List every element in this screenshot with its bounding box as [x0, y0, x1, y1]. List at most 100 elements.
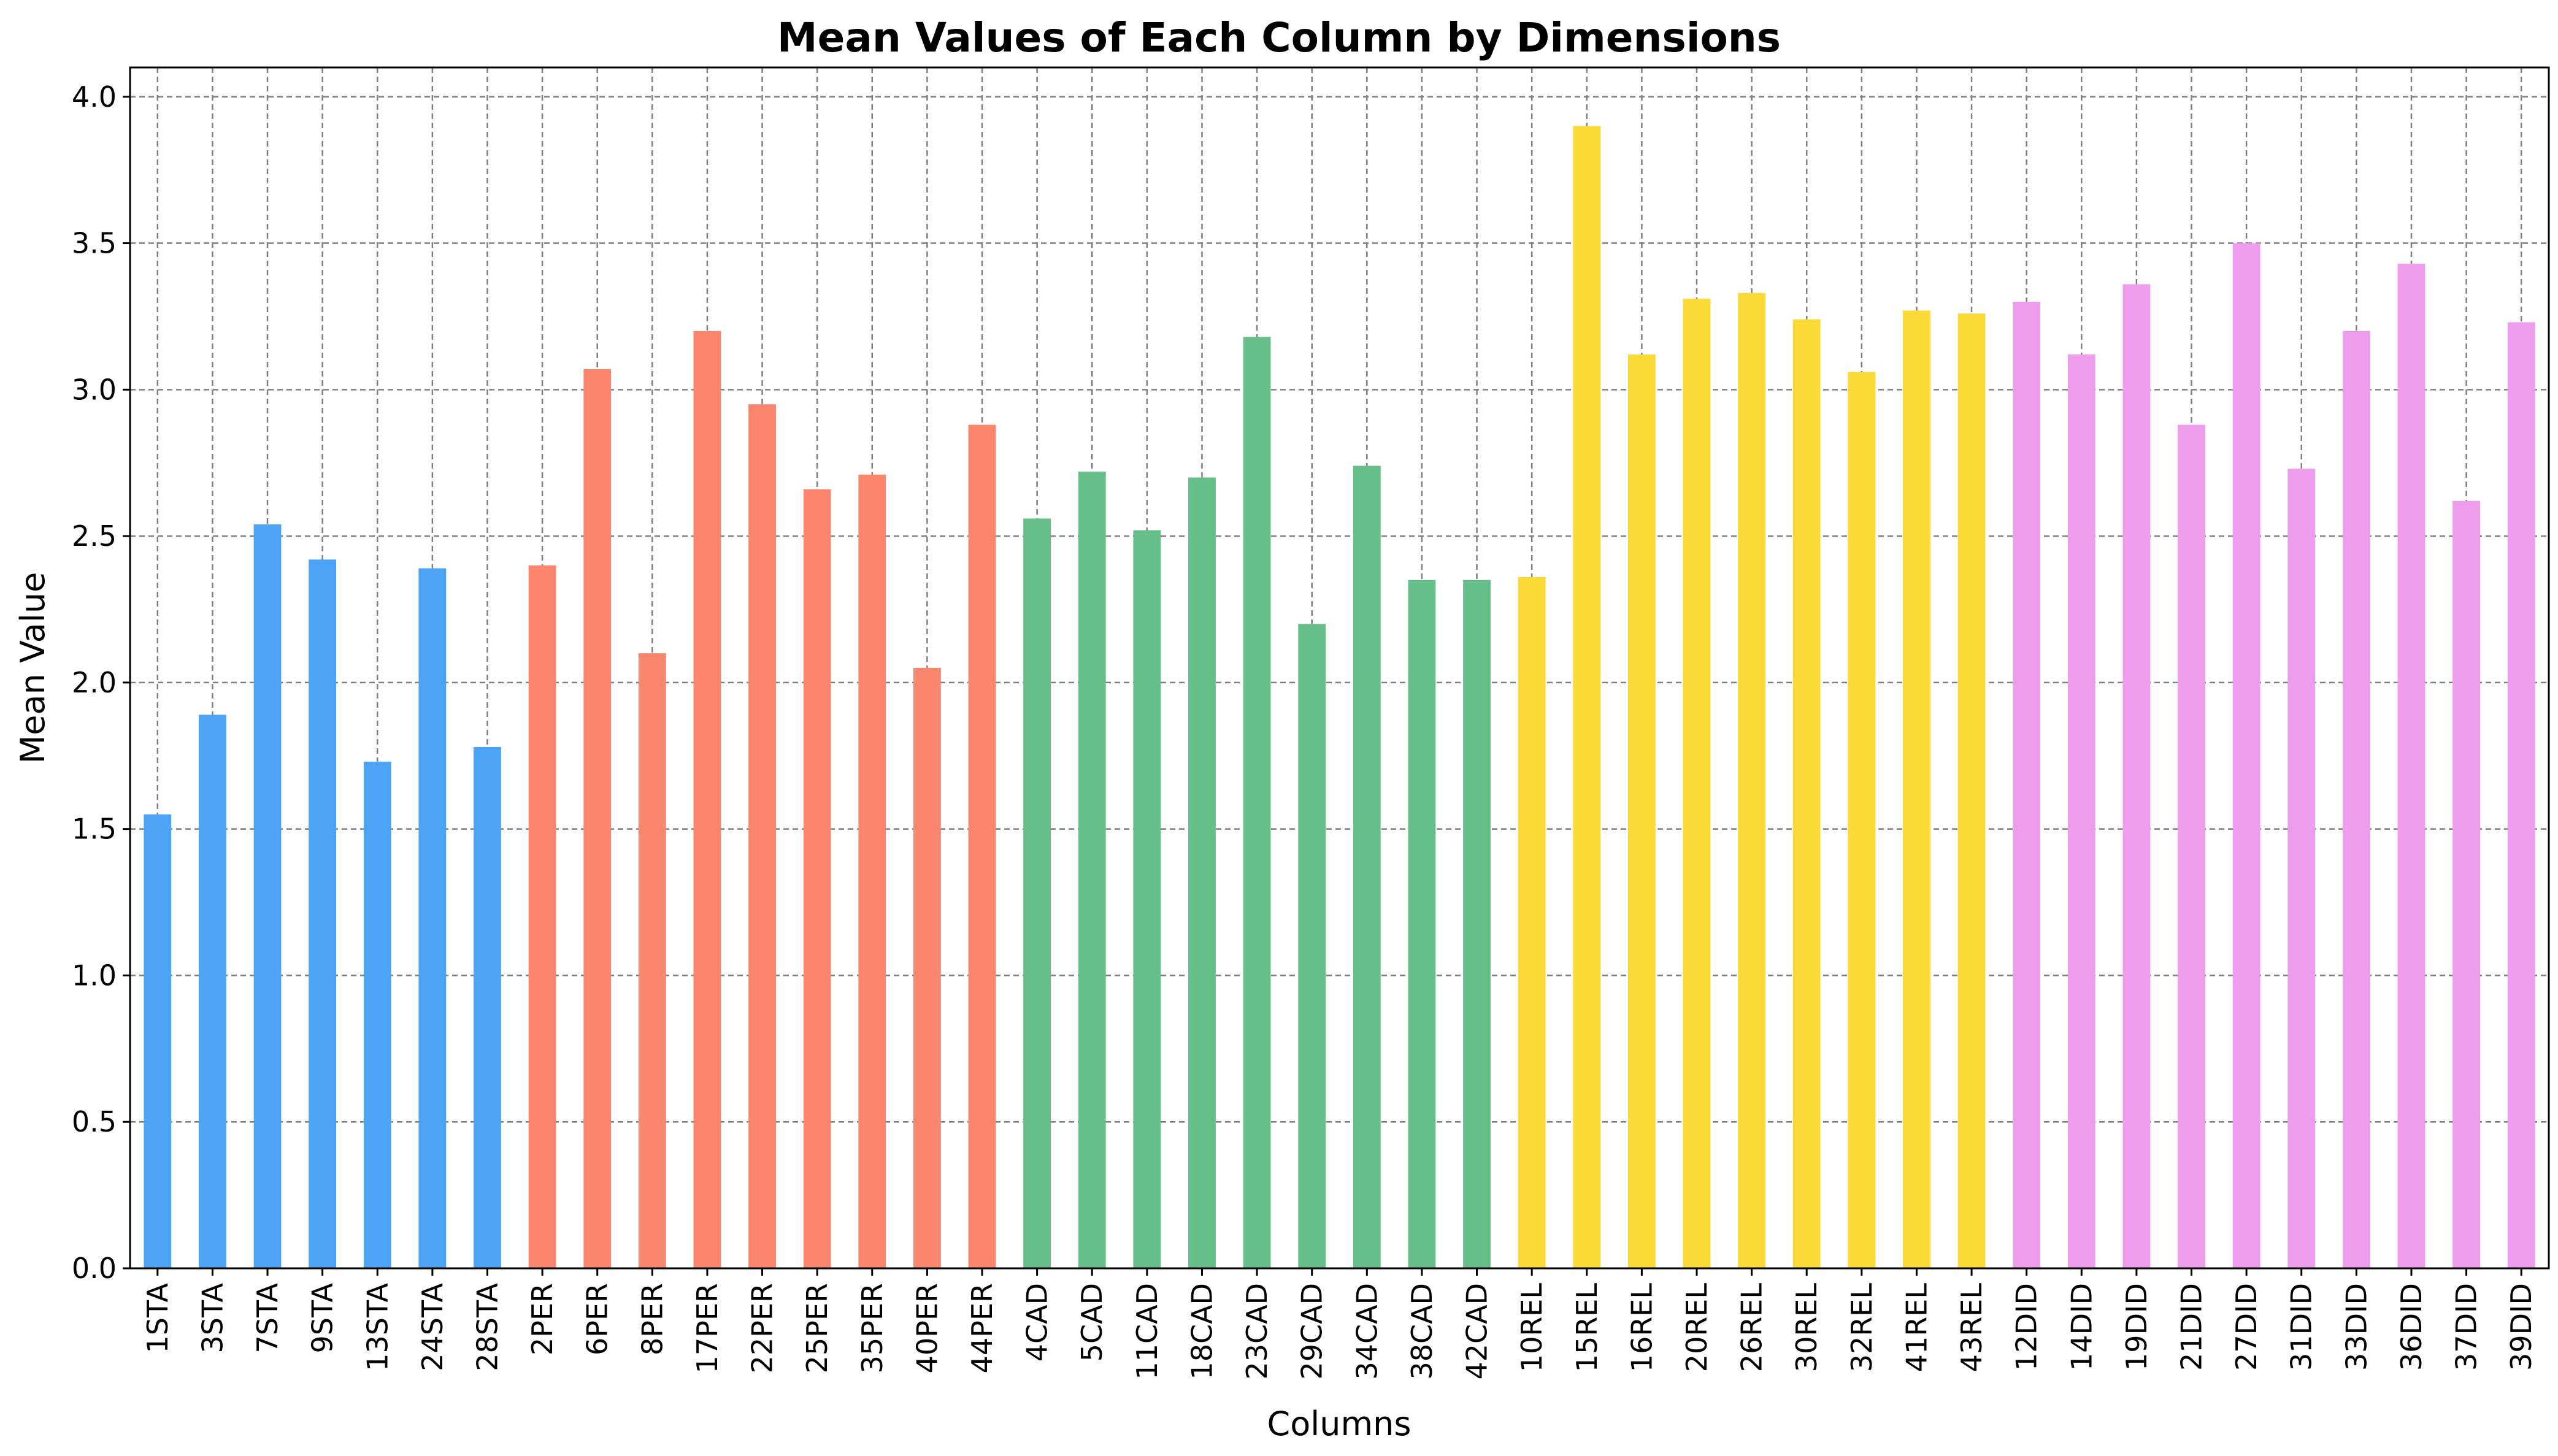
bar-42CAD	[1463, 580, 1491, 1268]
bar-18CAD	[1188, 477, 1216, 1268]
x-tick-label: 33DID	[2340, 1283, 2373, 1371]
bar-22PER	[748, 404, 776, 1269]
bar-1STA	[144, 814, 172, 1268]
x-tick-label: 29CAD	[1296, 1283, 1329, 1380]
y-tick-layer: 0.0 0.5 1.0 1.5 2.0 2.5 3.0 3.5 4.0	[72, 80, 130, 1285]
bar-16REL	[1627, 354, 1656, 1268]
x-tick-label: 8PER	[636, 1283, 669, 1355]
x-tick-label: 18CAD	[1185, 1283, 1218, 1380]
bar-28STA	[474, 746, 501, 1268]
bar-36DID	[2397, 263, 2425, 1269]
bar-30REL	[1792, 319, 1821, 1269]
x-tick-label: 31DID	[2285, 1283, 2318, 1371]
bar-33DID	[2342, 331, 2370, 1268]
bar-26REL	[1738, 293, 1766, 1269]
bar-10REL	[1518, 577, 1546, 1269]
x-axis-label: Columns	[1267, 1404, 1412, 1443]
x-tick-label: 17PER	[691, 1283, 724, 1373]
x-tick-label: 28STA	[471, 1282, 504, 1371]
bar-19DID	[2122, 284, 2151, 1268]
y-axis-label: Mean Value	[13, 572, 52, 764]
x-tick-label: 15REL	[1570, 1283, 1604, 1373]
bar-6PER	[583, 369, 612, 1268]
bar-13STA	[363, 761, 391, 1268]
x-tick-label: 36DID	[2395, 1283, 2428, 1371]
bar-2PER	[528, 565, 556, 1268]
bar-25PER	[803, 489, 831, 1269]
x-tick-label: 32REL	[1845, 1283, 1878, 1373]
x-tick-label: 39DID	[2505, 1283, 2538, 1371]
bar-14DID	[2067, 354, 2095, 1268]
bar-12DID	[2013, 302, 2041, 1268]
bar-41REL	[1903, 310, 1930, 1268]
y-tick-label: 0.5	[72, 1105, 117, 1138]
x-tick-label: 3STA	[196, 1282, 229, 1353]
bar-9STA	[309, 559, 337, 1268]
bar-3STA	[199, 715, 226, 1268]
bar-8PER	[638, 653, 666, 1268]
x-tick-label: 26REL	[1735, 1283, 1769, 1373]
x-tick-label: 37DID	[2450, 1283, 2483, 1371]
y-tick-label: 1.5	[72, 813, 117, 846]
x-tick-label: 34CAD	[1350, 1283, 1383, 1380]
y-tick-label: 2.5	[72, 519, 117, 553]
y-tick-label: 4.0	[72, 80, 117, 113]
x-tick-label: 30REL	[1790, 1283, 1823, 1373]
x-tick-label: 7STA	[251, 1282, 284, 1353]
axes-frame	[129, 66, 2550, 1270]
bar-17PER	[693, 331, 721, 1268]
x-tick-label: 25PER	[801, 1283, 834, 1373]
x-tick-label: 5CAD	[1075, 1283, 1108, 1362]
bar-40PER	[913, 668, 941, 1268]
bar-34CAD	[1353, 466, 1381, 1268]
x-tick-label: 22PER	[746, 1283, 779, 1373]
bar-5CAD	[1078, 472, 1106, 1268]
bar-31DID	[2287, 469, 2316, 1268]
x-tick-label: 21DID	[2175, 1283, 2208, 1371]
x-tick-label: 23CAD	[1240, 1283, 1273, 1380]
x-tick-label: 20REL	[1680, 1283, 1713, 1373]
bar-39DID	[2507, 322, 2535, 1268]
x-tick-label: 44PER	[966, 1283, 999, 1373]
x-tick-label: 11CAD	[1131, 1283, 1164, 1380]
x-tick-label: 41REL	[1900, 1283, 1933, 1373]
x-tick-label: 19DID	[2120, 1283, 2153, 1371]
y-tick-label: 1.0	[72, 959, 117, 992]
x-tick-label: 43REL	[1955, 1283, 1988, 1373]
bar-15REL	[1573, 126, 1601, 1268]
x-tick-label: 4CAD	[1021, 1283, 1054, 1362]
bar-layer	[144, 126, 2535, 1269]
x-tick-label: 6PER	[581, 1283, 614, 1355]
x-tick-label: 38CAD	[1405, 1283, 1438, 1380]
x-tick-layer: 1STA 3STA 7STA 9STA 13STA 24STA 28STA 2PER 6PER 8…	[141, 1268, 2538, 1380]
x-tick-label: 35PER	[856, 1283, 889, 1373]
bar-37DID	[2452, 500, 2480, 1268]
bar-27DID	[2232, 243, 2260, 1268]
y-tick-label: 3.0	[72, 373, 117, 406]
bar-21DID	[2178, 424, 2205, 1268]
bar-43REL	[1957, 313, 1986, 1268]
bar-35PER	[858, 474, 886, 1268]
bar-23CAD	[1243, 337, 1271, 1268]
x-tick-label: 40PER	[910, 1283, 943, 1373]
x-tick-label: 13STA	[361, 1282, 394, 1371]
y-tick-label: 0.0	[72, 1252, 117, 1285]
x-tick-label: 27DID	[2230, 1283, 2263, 1371]
x-tick-label: 16REL	[1625, 1283, 1658, 1373]
x-tick-label: 12DID	[2010, 1283, 2043, 1371]
bar-11CAD	[1133, 530, 1161, 1268]
x-tick-label: 2PER	[526, 1283, 559, 1355]
bar-7STA	[253, 524, 282, 1268]
bar-38CAD	[1408, 580, 1436, 1268]
chart-title: Mean Values of Each Column by Dimensions	[777, 14, 1781, 61]
bar-20REL	[1683, 299, 1711, 1268]
x-tick-label: 24STA	[416, 1282, 449, 1371]
bar-4CAD	[1023, 518, 1051, 1269]
x-tick-label: 9STA	[306, 1282, 339, 1353]
y-tick-label: 3.5	[72, 227, 117, 260]
y-tick-label: 2.0	[72, 666, 117, 699]
x-tick-label: 42CAD	[1461, 1283, 1494, 1380]
bar-32REL	[1848, 372, 1876, 1269]
